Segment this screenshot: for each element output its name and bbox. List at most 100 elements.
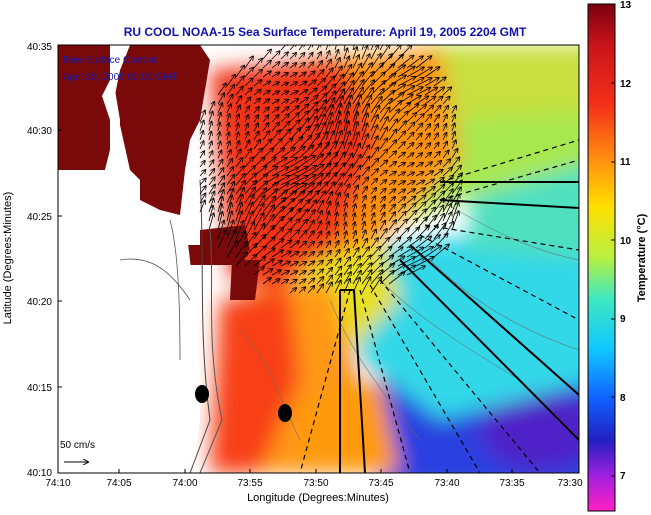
current-vector xyxy=(388,228,398,240)
current-vector xyxy=(334,66,342,78)
current-vector xyxy=(199,141,204,150)
current-vector xyxy=(317,45,321,51)
current-vector xyxy=(451,157,460,168)
current-vector xyxy=(361,255,371,267)
current-vector xyxy=(344,231,347,240)
current-vector xyxy=(442,168,452,177)
current-vector xyxy=(343,265,351,276)
current-vector xyxy=(406,189,415,195)
current-vector xyxy=(289,147,305,159)
current-vector xyxy=(244,203,253,222)
current-vector xyxy=(361,45,365,51)
current-vector xyxy=(217,176,224,186)
current-vector xyxy=(298,45,304,51)
current-vector xyxy=(244,157,253,168)
current-vector xyxy=(397,189,405,195)
current-vector xyxy=(298,279,306,285)
current-vector xyxy=(298,90,308,96)
current-vector xyxy=(245,123,248,132)
current-vector xyxy=(316,86,326,96)
current-vector xyxy=(370,221,375,231)
current-vector xyxy=(271,239,284,249)
current-vector xyxy=(451,106,456,114)
current-vector xyxy=(325,282,332,294)
current-vector xyxy=(370,45,379,60)
current-vector xyxy=(244,149,251,159)
x-tick-label: 74:00 xyxy=(172,478,197,489)
colorbar-ticks: 13 12 11 10 9 8 7 xyxy=(620,0,632,482)
current-vector xyxy=(361,167,369,177)
current-vector xyxy=(298,111,308,123)
current-vector xyxy=(379,213,385,222)
current-vector xyxy=(406,181,415,186)
current-vector xyxy=(218,122,220,132)
current-vector xyxy=(370,147,379,159)
x-tick-label: 73:35 xyxy=(499,478,524,489)
current-vector xyxy=(352,166,361,177)
current-vector xyxy=(316,70,324,78)
current-vector xyxy=(253,70,262,78)
current-vector xyxy=(433,115,439,123)
current-vector xyxy=(343,257,350,267)
current-vector xyxy=(235,76,244,87)
current-vector xyxy=(326,222,329,231)
current-vector xyxy=(208,185,215,195)
current-vector xyxy=(451,211,459,231)
current-vector xyxy=(424,96,436,105)
current-vector xyxy=(343,240,348,249)
current-vector xyxy=(424,87,438,96)
current-vector xyxy=(280,91,288,96)
current-vector xyxy=(370,263,383,276)
current-vector xyxy=(307,45,312,51)
current-vector xyxy=(298,156,315,168)
current-vector xyxy=(235,66,244,78)
current-vector xyxy=(442,142,447,150)
current-vector xyxy=(316,231,322,240)
current-vector xyxy=(298,287,305,294)
current-vector xyxy=(217,159,223,168)
current-vector xyxy=(397,142,405,150)
current-vector xyxy=(226,220,234,240)
current-vector xyxy=(298,220,307,231)
current-vector xyxy=(208,151,213,159)
current-vector xyxy=(298,72,306,78)
current-vector xyxy=(415,247,433,258)
current-vector xyxy=(361,177,368,186)
current-vector xyxy=(344,213,346,222)
current-vector xyxy=(424,246,442,258)
current-vector xyxy=(271,148,285,159)
current-vector xyxy=(253,181,268,195)
current-vector xyxy=(415,153,422,159)
current-vector xyxy=(253,204,264,222)
current-vector xyxy=(307,278,315,285)
current-vector xyxy=(361,80,374,96)
current-vector xyxy=(362,213,365,222)
transect-lines xyxy=(339,181,579,473)
current-vector xyxy=(406,257,425,267)
current-vector xyxy=(433,77,446,87)
current-vector xyxy=(433,244,449,258)
current-vector xyxy=(253,90,261,96)
current-vector xyxy=(280,240,292,249)
current-vector xyxy=(244,166,255,177)
current-vector xyxy=(307,242,314,249)
current-vector xyxy=(235,158,243,168)
current-vector xyxy=(280,262,290,267)
current-vector xyxy=(199,200,205,213)
current-vector xyxy=(442,159,451,168)
current-vector xyxy=(334,241,339,249)
current-vector xyxy=(406,237,422,249)
current-vector xyxy=(262,205,274,222)
current-vector xyxy=(289,53,296,60)
current-vector xyxy=(316,221,321,231)
current-vector xyxy=(235,174,245,186)
current-vector xyxy=(226,230,236,249)
current-vector xyxy=(335,212,337,222)
current-vector xyxy=(298,82,307,87)
current-vector xyxy=(316,52,321,60)
current-vector xyxy=(289,63,297,69)
current-vector xyxy=(406,122,415,132)
current-vector xyxy=(262,49,271,60)
current-vector xyxy=(361,277,371,294)
